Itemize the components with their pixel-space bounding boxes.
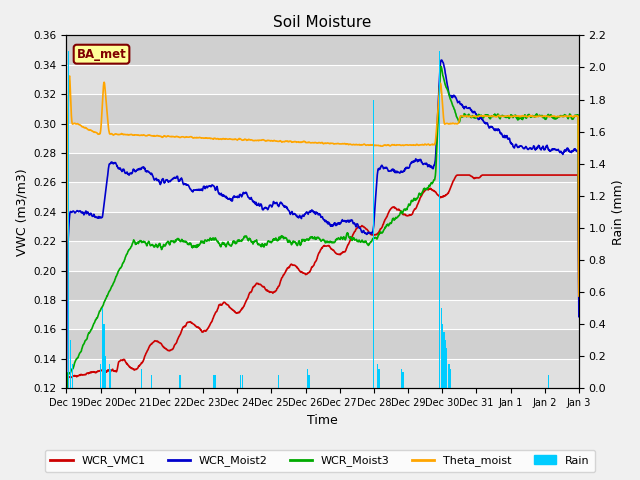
Bar xyxy=(180,375,182,388)
Bar xyxy=(72,364,73,388)
Bar xyxy=(212,375,214,388)
Bar xyxy=(439,51,440,388)
Y-axis label: VWC (m3/m3): VWC (m3/m3) xyxy=(15,168,28,256)
Bar xyxy=(67,51,68,388)
Bar xyxy=(449,364,450,388)
Bar xyxy=(278,375,279,388)
Bar xyxy=(67,212,579,241)
Bar xyxy=(444,332,445,388)
Bar xyxy=(240,375,241,388)
Bar xyxy=(442,324,443,388)
Bar xyxy=(100,364,101,388)
Bar xyxy=(378,369,380,388)
Bar xyxy=(67,359,579,388)
Bar xyxy=(547,375,548,388)
Y-axis label: Rain (mm): Rain (mm) xyxy=(612,179,625,245)
Bar xyxy=(67,65,579,94)
Bar xyxy=(307,369,308,388)
Bar xyxy=(214,375,216,388)
Bar xyxy=(105,356,106,388)
Bar xyxy=(67,153,579,182)
Bar xyxy=(373,99,374,388)
Bar xyxy=(141,369,142,388)
Text: BA_met: BA_met xyxy=(77,48,127,60)
Bar xyxy=(67,300,579,329)
Bar xyxy=(377,364,378,388)
Bar xyxy=(67,36,579,65)
Bar xyxy=(401,369,402,388)
X-axis label: Time: Time xyxy=(307,414,338,427)
Bar xyxy=(445,348,447,388)
Bar xyxy=(110,369,111,388)
Bar xyxy=(70,340,71,388)
Legend: WCR_VMC1, WCR_Moist2, WCR_Moist3, Theta_moist, Rain: WCR_VMC1, WCR_Moist2, WCR_Moist3, Theta_… xyxy=(45,450,595,472)
Bar xyxy=(444,340,445,388)
Bar xyxy=(102,308,103,388)
Title: Soil Moisture: Soil Moisture xyxy=(273,15,372,30)
Bar xyxy=(67,271,579,300)
Bar xyxy=(308,375,310,388)
Bar xyxy=(67,123,579,153)
Bar xyxy=(179,375,180,388)
Bar xyxy=(67,182,579,212)
Bar xyxy=(151,375,152,388)
Bar xyxy=(450,369,451,388)
Bar xyxy=(242,375,243,388)
Bar xyxy=(440,308,442,388)
Bar xyxy=(67,94,579,123)
Bar xyxy=(67,241,579,271)
Bar xyxy=(67,329,579,359)
